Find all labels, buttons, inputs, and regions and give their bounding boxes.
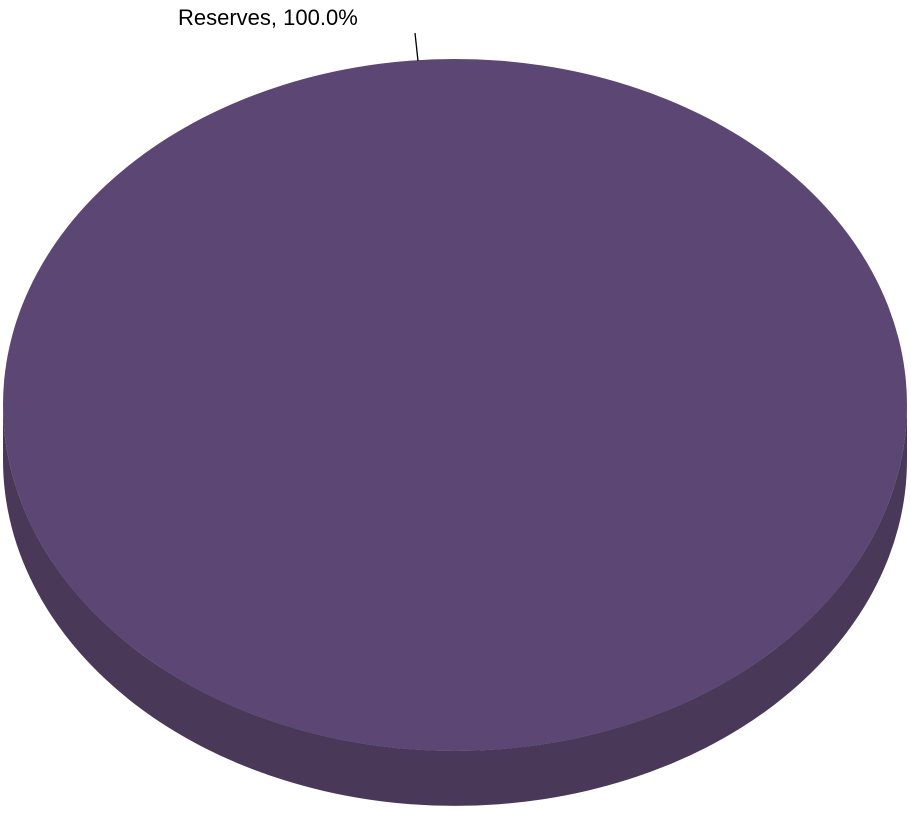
slice-label-leader-line (414, 32, 419, 62)
slice-label-reserves: Reserves, 100.0% (178, 5, 358, 30)
pie-slice-side-reserves (3, 405, 907, 806)
pie-slices (3, 59, 907, 806)
pie-slice-reserves (3, 59, 907, 751)
